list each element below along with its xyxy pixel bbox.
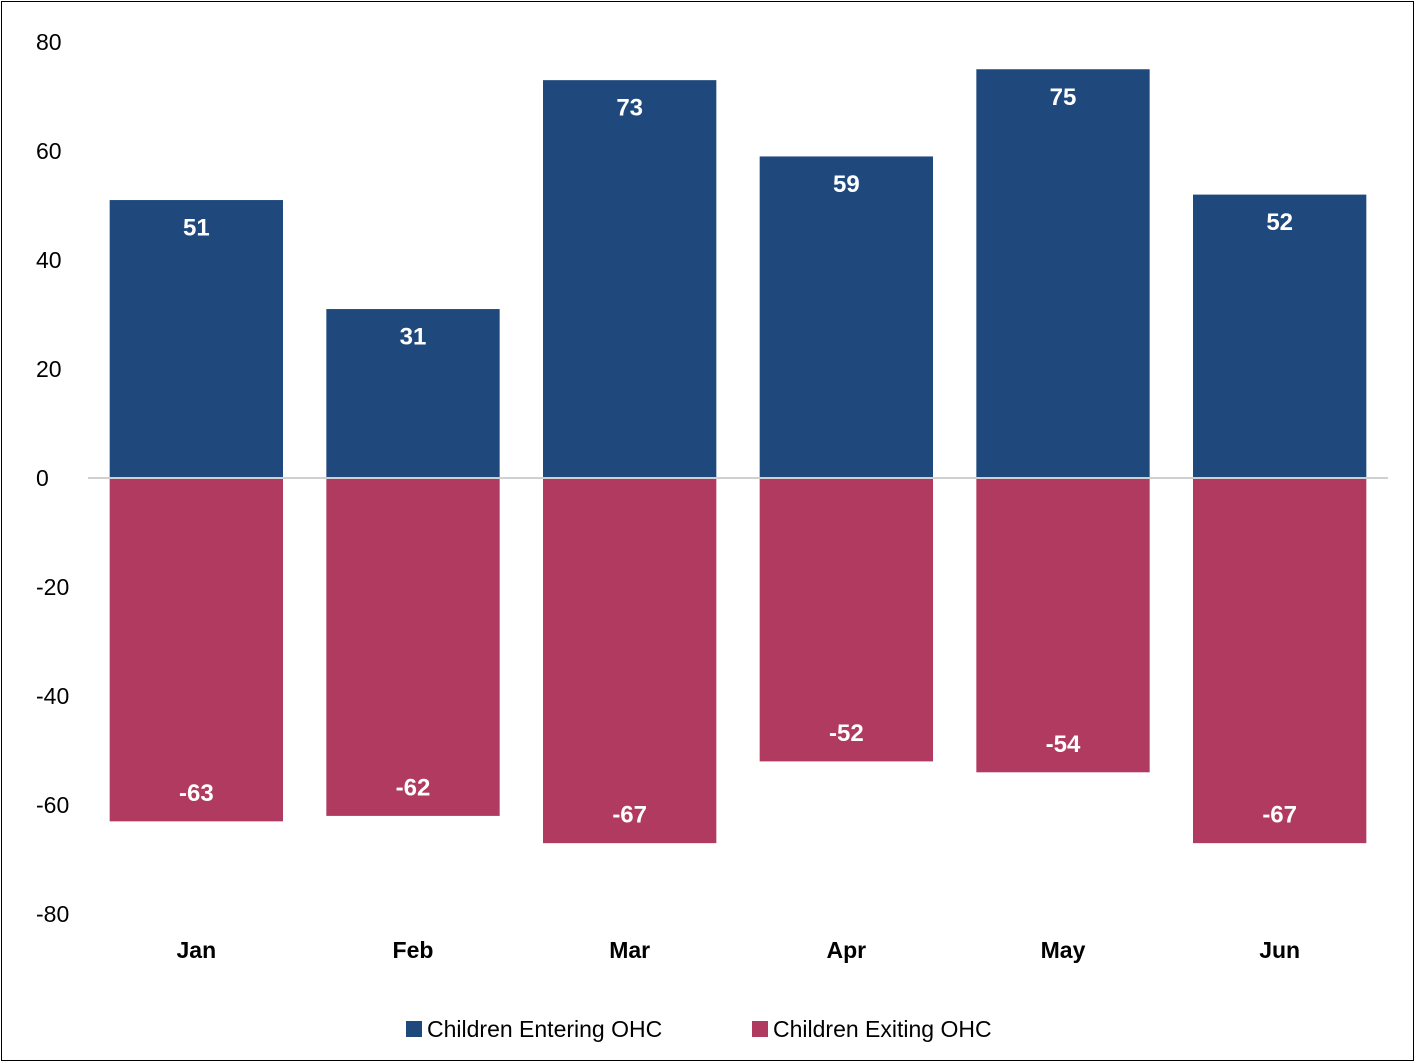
y-tick-label: -80 (36, 901, 69, 927)
y-tick-label: 40 (36, 247, 62, 273)
y-tick-label: -40 (36, 683, 69, 709)
y-tick-label: 80 (36, 29, 62, 55)
data-label: 51 (183, 215, 210, 242)
y-tick-label: -20 (36, 574, 69, 600)
bar-exiting-mar (543, 478, 717, 844)
data-label: 31 (400, 324, 427, 351)
bar-entering-may (976, 69, 1150, 478)
y-tick-label: -60 (36, 792, 69, 818)
data-label: 59 (833, 171, 860, 198)
bar-entering-apr (759, 156, 933, 478)
data-label: -67 (1262, 802, 1297, 829)
legend-label-entering: Children Entering OHC (427, 1016, 662, 1042)
data-label: -54 (1046, 731, 1081, 758)
bar-entering-jan (109, 200, 284, 479)
bar-entering-feb (326, 309, 500, 478)
x-tick-label: Jan (177, 937, 217, 963)
bar-exiting-jun (1193, 478, 1367, 844)
bar-exiting-jan (109, 478, 284, 822)
legend-label-exiting: Children Exiting OHC (773, 1016, 992, 1042)
x-tick-label: Feb (393, 937, 434, 963)
data-label: 52 (1266, 209, 1293, 236)
y-tick-label: 0 (36, 465, 49, 491)
bars-group (109, 69, 1367, 844)
legend-swatch-entering (406, 1021, 422, 1037)
bar-exiting-feb (326, 478, 500, 816)
x-tick-label: May (1041, 937, 1086, 963)
y-tick-label: 60 (36, 138, 62, 164)
y-tick-label: 20 (36, 356, 62, 382)
x-tick-label: Apr (827, 937, 867, 963)
data-labels-group: 51 31 73 59 75 52 -63 -62 -67 -52 -54 -67 (179, 84, 1297, 829)
x-axis-tick-labels: Jan Feb Mar Apr May Jun (177, 937, 1301, 963)
y-axis-tick-labels: 80 60 40 20 0 -20 -40 -60 -80 (36, 29, 69, 927)
data-label: -67 (612, 802, 647, 829)
legend: Children Entering OHC Children Exiting OH… (406, 1016, 992, 1042)
data-label: 75 (1050, 84, 1077, 111)
bar-entering-jun (1193, 194, 1367, 478)
x-tick-label: Jun (1259, 937, 1300, 963)
x-tick-label: Mar (609, 937, 650, 963)
legend-swatch-exiting (752, 1021, 768, 1037)
data-label: -63 (179, 780, 214, 807)
data-label: 73 (616, 95, 643, 122)
data-label: -52 (829, 720, 864, 747)
bar-entering-mar (543, 80, 717, 479)
bar-exiting-may (976, 478, 1150, 773)
data-label: -62 (396, 774, 431, 801)
bar-exiting-apr (759, 478, 933, 762)
